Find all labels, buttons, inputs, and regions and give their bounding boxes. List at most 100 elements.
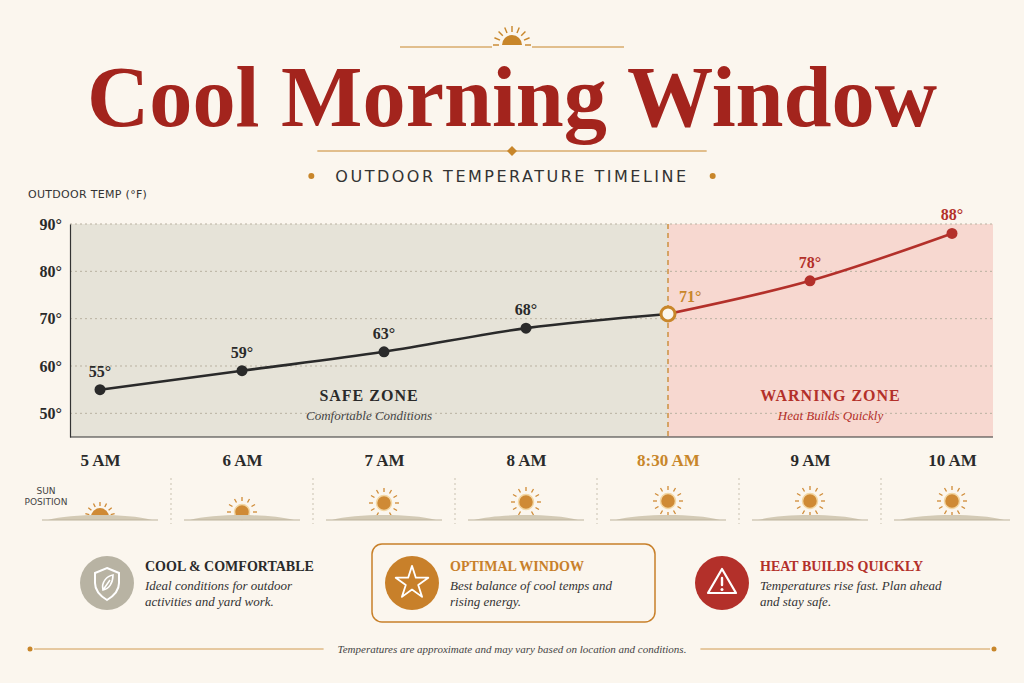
x-tick-label: 7 AM [364, 451, 404, 470]
sun-ray [795, 500, 799, 501]
horizon [900, 515, 1004, 520]
sun-ray [532, 489, 534, 492]
ornament [400, 26, 624, 47]
y-tick: 70° [40, 310, 70, 327]
card-frame [372, 544, 655, 622]
sun-ray [394, 509, 397, 511]
sun-ray [962, 494, 965, 496]
grid-line [70, 224, 993, 225]
sun-ray [655, 507, 658, 509]
sun-ray [962, 507, 965, 509]
zone-note: Comfortable Conditions [306, 408, 432, 423]
sun-ray [383, 488, 384, 492]
chart-svg: Cool Morning WindowOUTDOOR TEMPERATURE T… [0, 0, 1024, 683]
sun-ray [958, 488, 960, 491]
sun-icon [519, 495, 534, 510]
sun-ray [537, 501, 541, 502]
sun-label: SUNPOSITION [25, 486, 68, 507]
sun-ray [88, 508, 91, 510]
sun-ray [803, 488, 805, 491]
sun-ray [797, 507, 800, 509]
sun-ray [816, 488, 818, 491]
card-icon-glyph [95, 568, 119, 600]
background [0, 0, 1024, 683]
sun-ray [678, 494, 681, 496]
sun-separator [597, 478, 598, 524]
sun-ray [820, 507, 823, 509]
sun-ray [111, 513, 115, 515]
y-axis-line [70, 225, 71, 438]
data-marks [95, 228, 958, 395]
y-tick-label: 60° [40, 358, 62, 375]
star [396, 566, 429, 597]
footnote-rule [34, 649, 324, 650]
sun-ray [395, 502, 399, 503]
sun-ray [519, 512, 521, 515]
sun-ray [939, 507, 942, 509]
y-tick: 50° [40, 405, 70, 422]
text-line: and stay safe. [760, 594, 831, 609]
data-label: 88° [941, 206, 963, 223]
text-line: rising energy. [450, 594, 521, 609]
chart-container: Cool Morning WindowOUTDOOR TEMPERATURE T… [0, 0, 1024, 683]
zone-label: SAFE ZONE [319, 387, 418, 404]
sun-ray [667, 486, 668, 490]
sun-ray [937, 500, 941, 501]
sun-ray [511, 501, 515, 502]
zone-note: Heat Builds Quickly [777, 408, 884, 423]
subtitle: OUTDOOR TEMPERATURE TIMELINE [335, 167, 688, 186]
sun-ray [390, 490, 392, 493]
x-tick: 8 AM [506, 451, 546, 470]
card-icon [385, 556, 439, 610]
sun-row: SUNPOSITION [25, 478, 1010, 524]
y-tick-label: 90° [40, 216, 62, 233]
text-line: POSITION [25, 497, 68, 507]
sun-ray [229, 505, 232, 507]
grid-line [70, 366, 993, 367]
card: OPTIMAL WINDOWBest balance of cool temps… [385, 556, 613, 610]
point [379, 346, 390, 357]
x-tick-label: 9 AM [790, 451, 830, 470]
card-icon [80, 556, 134, 610]
y-tick: 60° [40, 358, 70, 375]
line [668, 233, 952, 313]
sun-ray [816, 511, 818, 514]
sun-ray [93, 503, 95, 507]
point [661, 307, 675, 321]
card: COOL & COMFORTABLEIdeal conditions for o… [80, 556, 314, 610]
x-tick-label: 10 AM [928, 451, 977, 470]
shield [95, 568, 119, 600]
leaf [103, 575, 113, 590]
y-tick: 80° [40, 263, 70, 280]
sun-ray [679, 500, 683, 501]
warning-bar [721, 578, 723, 585]
sun-ray [963, 500, 967, 501]
horizon [474, 515, 578, 520]
footnote: Temperatures are approximate and may var… [338, 643, 687, 655]
sun-separator [313, 478, 314, 524]
horizon-line [468, 520, 584, 521]
horizon [616, 515, 720, 520]
point [521, 323, 532, 334]
sun-ray [525, 487, 526, 491]
card-icon [695, 556, 749, 610]
y-tick: 90° [40, 216, 70, 233]
sun-ray [536, 495, 539, 497]
sun-ray [371, 496, 374, 498]
x-tick: 7 AM [364, 451, 404, 470]
grid-line [70, 318, 993, 319]
text-line: Temperatures rise fast. Plan ahead [760, 578, 942, 593]
sun-separator [739, 478, 740, 524]
x-tick-label: 5 AM [80, 451, 120, 470]
sun-ray [369, 502, 373, 503]
sun-ray [85, 513, 89, 515]
sun-ray [803, 511, 805, 514]
sun-ray [513, 495, 516, 497]
grid [70, 224, 993, 413]
card-text: Ideal conditions for outdooractivities a… [144, 578, 293, 609]
ornament-ray [521, 32, 525, 36]
zone-safe [70, 224, 668, 437]
y-axis-title: OUTDOOR TEMP (°F) [28, 188, 147, 201]
footnote-dot [28, 647, 33, 652]
grid-line [70, 271, 993, 272]
